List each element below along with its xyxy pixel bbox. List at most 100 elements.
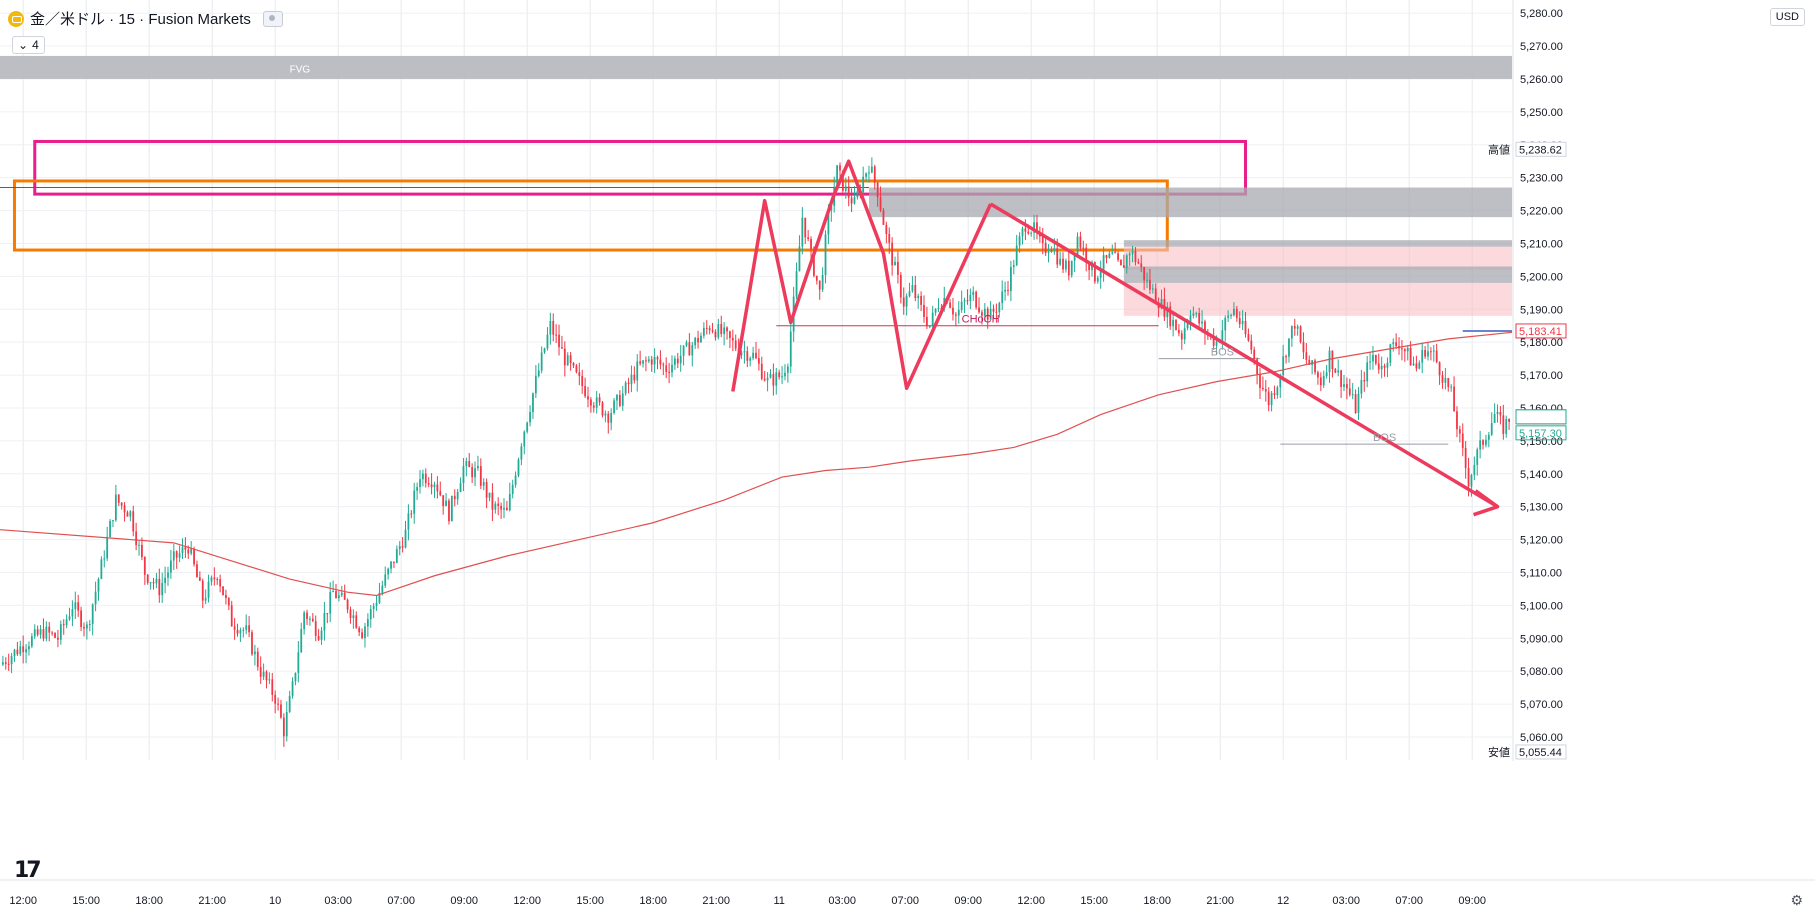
candle-body bbox=[1215, 341, 1218, 346]
candle-body bbox=[1067, 260, 1070, 276]
symbol-legend[interactable]: 金／米ドル · 15 · Fusion Markets bbox=[8, 8, 283, 29]
candle-body bbox=[526, 422, 529, 432]
candle-body bbox=[717, 324, 720, 338]
candle-body bbox=[143, 557, 146, 575]
candle-body bbox=[989, 308, 992, 320]
candle-body bbox=[384, 574, 387, 586]
candle-body bbox=[575, 365, 578, 373]
candle-body bbox=[462, 466, 465, 484]
candle-body bbox=[74, 602, 77, 610]
candle-body bbox=[213, 577, 216, 580]
candle-body bbox=[1392, 342, 1395, 345]
candle-body bbox=[1125, 255, 1128, 268]
candle-body bbox=[459, 483, 462, 492]
candle-body bbox=[769, 374, 772, 378]
candle-body bbox=[1227, 315, 1230, 318]
candle-body bbox=[1374, 354, 1377, 364]
settings-icon[interactable]: ⚙ bbox=[1790, 892, 1803, 908]
candle-body bbox=[320, 630, 323, 640]
currency-selector[interactable]: USD bbox=[1769, 8, 1805, 26]
candle-body bbox=[71, 609, 74, 617]
candle-body bbox=[931, 312, 934, 327]
candle-body bbox=[381, 585, 384, 593]
candle-body bbox=[152, 582, 155, 584]
candle-body bbox=[1502, 415, 1505, 434]
candle-body bbox=[1429, 351, 1432, 353]
candle-body bbox=[963, 300, 966, 302]
candle-body bbox=[1033, 222, 1035, 233]
candle-body bbox=[604, 413, 607, 416]
candle-body bbox=[268, 679, 271, 681]
candle-body bbox=[911, 285, 914, 292]
time-tick-label: 07:00 bbox=[891, 895, 919, 907]
candle-body bbox=[1505, 418, 1508, 434]
candle-body bbox=[91, 604, 94, 625]
time-axis-bg bbox=[0, 761, 1815, 913]
candle-body bbox=[479, 466, 482, 486]
candle-body bbox=[1360, 379, 1363, 394]
zone-light_red bbox=[1123, 282, 1512, 316]
candle-body bbox=[1166, 306, 1169, 318]
candle-body bbox=[291, 681, 294, 696]
eye-icon[interactable] bbox=[262, 10, 283, 27]
candle-body bbox=[839, 165, 841, 171]
candle-body bbox=[856, 191, 859, 198]
candle-body bbox=[587, 396, 589, 400]
candle-body bbox=[923, 304, 925, 317]
indicator-toggle[interactable]: ⌄ 4 bbox=[12, 36, 45, 54]
candle-body bbox=[697, 337, 699, 343]
candle-body bbox=[795, 271, 798, 297]
candle-body bbox=[1290, 326, 1293, 339]
candle-body bbox=[752, 352, 755, 359]
candle-body bbox=[68, 616, 71, 620]
candle-body bbox=[1027, 231, 1030, 234]
annotation-fvg: FVG bbox=[290, 64, 311, 75]
candle-body bbox=[627, 382, 630, 385]
candle-body bbox=[969, 294, 972, 302]
annotation-choch: CHoCH bbox=[962, 313, 1000, 325]
candle-body bbox=[242, 629, 245, 631]
candle-body bbox=[323, 613, 326, 631]
candle-body bbox=[786, 366, 789, 373]
candle-body bbox=[1487, 434, 1490, 440]
candle-body bbox=[975, 291, 978, 308]
time-tick-label: 03:00 bbox=[324, 895, 352, 907]
candle-body bbox=[882, 210, 885, 225]
candle-body bbox=[1221, 330, 1224, 342]
candle-body bbox=[1151, 288, 1154, 290]
candle-body bbox=[1343, 384, 1345, 387]
candle-body bbox=[633, 374, 636, 381]
candle-body bbox=[326, 613, 329, 615]
candle-body bbox=[1169, 306, 1172, 327]
candle-body bbox=[1007, 289, 1009, 291]
candle-body bbox=[897, 261, 899, 275]
candle-body bbox=[949, 302, 951, 308]
candle-body bbox=[1444, 378, 1447, 383]
price-tick-label: 5,210.00 bbox=[1520, 238, 1563, 250]
candle-body bbox=[387, 568, 390, 575]
candle-body bbox=[369, 609, 372, 620]
candle-body bbox=[1476, 449, 1479, 465]
price-tick-label: 5,140.00 bbox=[1520, 469, 1563, 481]
candle-body bbox=[523, 431, 526, 447]
candle-body bbox=[1369, 361, 1371, 363]
candle-body bbox=[566, 355, 569, 366]
candle-body bbox=[1186, 322, 1189, 329]
zigzag-drawing bbox=[731, 159, 993, 392]
candle-body bbox=[1253, 349, 1256, 360]
candle-body bbox=[804, 217, 807, 238]
candle-body bbox=[902, 297, 905, 307]
candle-body bbox=[810, 239, 812, 249]
candle-body bbox=[981, 312, 983, 316]
candle-body bbox=[251, 632, 253, 655]
candle-body bbox=[653, 357, 656, 365]
candle-body bbox=[1180, 333, 1183, 340]
candle-body bbox=[534, 376, 537, 394]
candle-body bbox=[184, 547, 187, 550]
price-tick-label: 5,110.00 bbox=[1520, 567, 1562, 579]
candle-body bbox=[1198, 313, 1201, 324]
gold-symbol-icon bbox=[8, 10, 24, 27]
candle-body bbox=[1128, 253, 1131, 256]
candle-body bbox=[1021, 228, 1024, 237]
